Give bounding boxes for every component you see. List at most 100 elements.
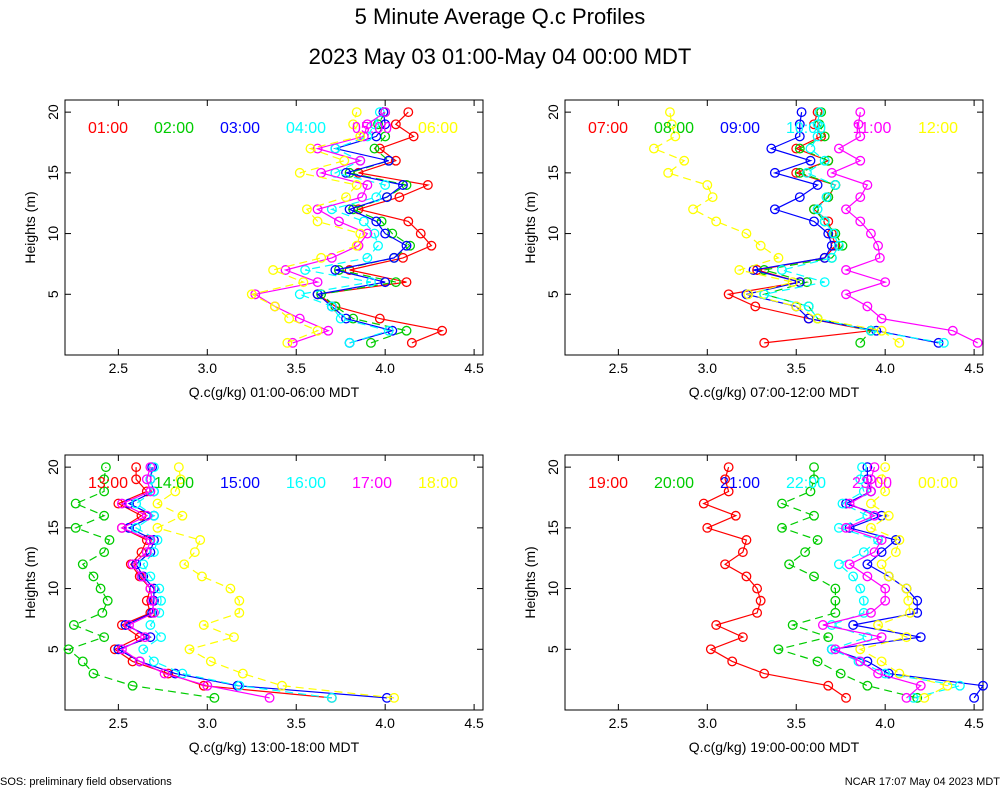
data-point	[312, 143, 323, 154]
data-point	[127, 680, 138, 691]
series-18:00	[152, 462, 400, 703]
x-tick-label: 3.5	[786, 360, 806, 376]
data-point	[148, 547, 159, 558]
data-point	[880, 583, 891, 594]
data-point	[912, 692, 923, 703]
data-point	[77, 559, 88, 570]
data-point	[869, 547, 880, 558]
data-point	[855, 216, 866, 227]
data-point	[234, 607, 245, 618]
data-point	[865, 607, 876, 618]
legend-label: 20:00	[654, 475, 694, 492]
data-point	[177, 510, 188, 521]
data-point	[809, 462, 819, 473]
data-point	[873, 535, 884, 545]
x-tick-label: 4.5	[464, 360, 484, 376]
data-point	[841, 289, 851, 300]
data-point	[972, 337, 983, 348]
data-point	[819, 277, 830, 288]
data-point	[869, 510, 880, 521]
legend-label: 10:00	[786, 120, 826, 137]
data-point	[814, 107, 825, 118]
data-point	[145, 632, 156, 643]
data-point	[833, 559, 844, 570]
data-point	[880, 462, 891, 473]
data-point	[381, 192, 392, 203]
x-tick-label: 3.5	[786, 715, 806, 731]
data-point	[300, 265, 311, 275]
data-point	[341, 167, 351, 178]
data-point	[876, 535, 887, 545]
legend-label: 19:00	[588, 475, 628, 492]
data-point	[809, 510, 819, 521]
panel-1: 2.5 3.0 3.5 4.0 4.5 5 10 15 20 Q.c(g/kg) 01:00-06…	[22, 99, 484, 400]
data-point	[312, 204, 323, 215]
data-point	[648, 143, 659, 154]
data-point	[401, 240, 412, 251]
data-point	[152, 498, 163, 509]
data-point	[883, 571, 894, 582]
data-point	[70, 522, 81, 533]
data-point	[145, 474, 156, 485]
data-point	[873, 668, 884, 679]
data-point	[855, 656, 866, 667]
legend-label: 14:00	[154, 475, 194, 492]
data-point	[348, 119, 359, 130]
data-point	[698, 498, 709, 509]
data-point	[333, 265, 344, 275]
data-point	[426, 240, 437, 251]
y-tick-label: 5	[545, 645, 561, 653]
data-point	[942, 680, 953, 691]
data-point	[819, 155, 830, 166]
data-point	[124, 620, 134, 630]
data-point	[264, 692, 275, 703]
series-line	[297, 111, 391, 344]
data-point	[380, 228, 391, 239]
data-point	[156, 632, 167, 643]
data-point	[702, 180, 713, 190]
data-point	[280, 265, 291, 275]
data-point	[855, 155, 866, 166]
x-tick-label: 4.5	[964, 360, 984, 376]
data-point	[819, 252, 830, 263]
x-tick-label: 2.5	[609, 360, 629, 376]
data-point	[148, 510, 159, 521]
data-point	[355, 155, 366, 166]
data-point	[333, 216, 344, 227]
y-tick-label: 15	[545, 165, 561, 181]
data-point	[876, 325, 887, 336]
data-point	[947, 325, 958, 336]
data-point	[380, 180, 391, 190]
data-point	[796, 107, 807, 118]
data-point	[855, 474, 866, 485]
data-point	[141, 510, 152, 521]
data-point	[723, 486, 734, 497]
data-point	[865, 498, 876, 509]
data-point	[376, 216, 387, 227]
data-point	[903, 595, 914, 606]
data-point	[809, 571, 819, 582]
data-point	[858, 595, 869, 606]
series-line	[316, 112, 408, 344]
series-line	[113, 467, 332, 699]
data-point	[312, 216, 323, 227]
series-line	[250, 111, 362, 344]
x-axis-label: Q.c(g/kg) 07:00-12:00 MDT	[689, 384, 860, 400]
data-point	[794, 277, 805, 288]
data-point	[741, 228, 752, 239]
data-point	[816, 131, 827, 142]
data-point	[237, 668, 248, 679]
data-point	[823, 632, 834, 643]
data-point	[743, 289, 754, 300]
data-point	[855, 583, 866, 594]
x-tick-label: 3.0	[198, 360, 218, 376]
data-point	[326, 692, 337, 703]
data-point	[198, 620, 209, 630]
data-point	[912, 607, 923, 618]
data-point	[830, 644, 841, 655]
series-line	[155, 467, 395, 699]
data-point	[787, 620, 798, 630]
data-point	[394, 192, 405, 203]
y-axis-label: Heights (m)	[22, 191, 38, 263]
data-point	[880, 668, 891, 679]
